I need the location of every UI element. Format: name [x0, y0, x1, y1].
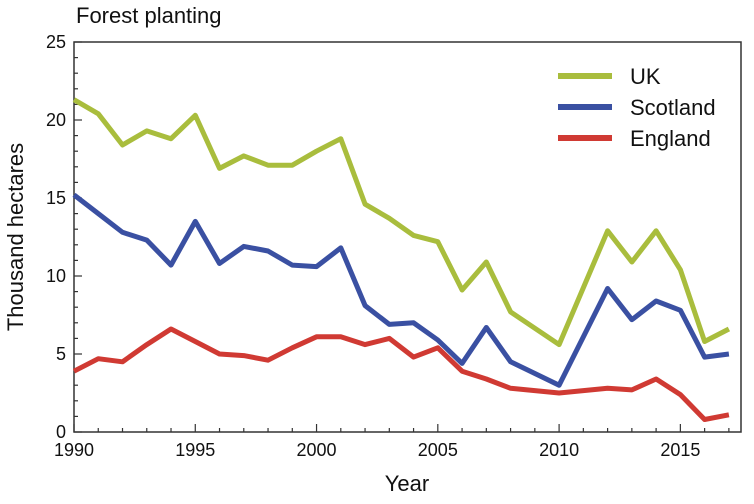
y-tick-label: 0 — [56, 422, 66, 442]
x-tick-label: 2010 — [539, 440, 579, 460]
y-axis-ticks: 0 5 10 15 20 25 — [46, 32, 82, 442]
x-axis-label: Year — [385, 471, 429, 496]
y-tick-label: 10 — [46, 266, 66, 286]
x-tick-label: 1995 — [175, 440, 215, 460]
y-tick-label: 15 — [46, 188, 66, 208]
x-tick-label: 1990 — [54, 440, 94, 460]
series-lines — [72, 97, 731, 422]
x-axis-ticks: 1990 1995 2000 2005 2010 2015 — [54, 424, 730, 460]
legend-label-uk: UK — [630, 64, 661, 89]
x-tick-label: 2000 — [297, 440, 337, 460]
plot-frame — [73, 41, 742, 433]
legend-label-england: England — [630, 126, 711, 151]
plot-area: 0 5 10 15 20 25 1990 1995 2000 2005 2010 2015 — [46, 32, 742, 460]
legend-label-scotland: Scotland — [630, 95, 716, 120]
x-tick-label: 2005 — [418, 440, 458, 460]
y-tick-label: 25 — [46, 32, 66, 52]
series-line-england — [72, 326, 730, 422]
legend: UK Scotland England — [558, 64, 716, 151]
x-tick-label: 2015 — [660, 440, 700, 460]
y-tick-label: 20 — [46, 110, 66, 130]
series-line-uk — [72, 97, 731, 348]
chart-title: Forest planting — [76, 3, 222, 28]
y-axis-label: Thousand hectares — [3, 143, 28, 331]
series-line-scotland — [72, 192, 730, 388]
y-tick-label: 5 — [56, 344, 66, 364]
